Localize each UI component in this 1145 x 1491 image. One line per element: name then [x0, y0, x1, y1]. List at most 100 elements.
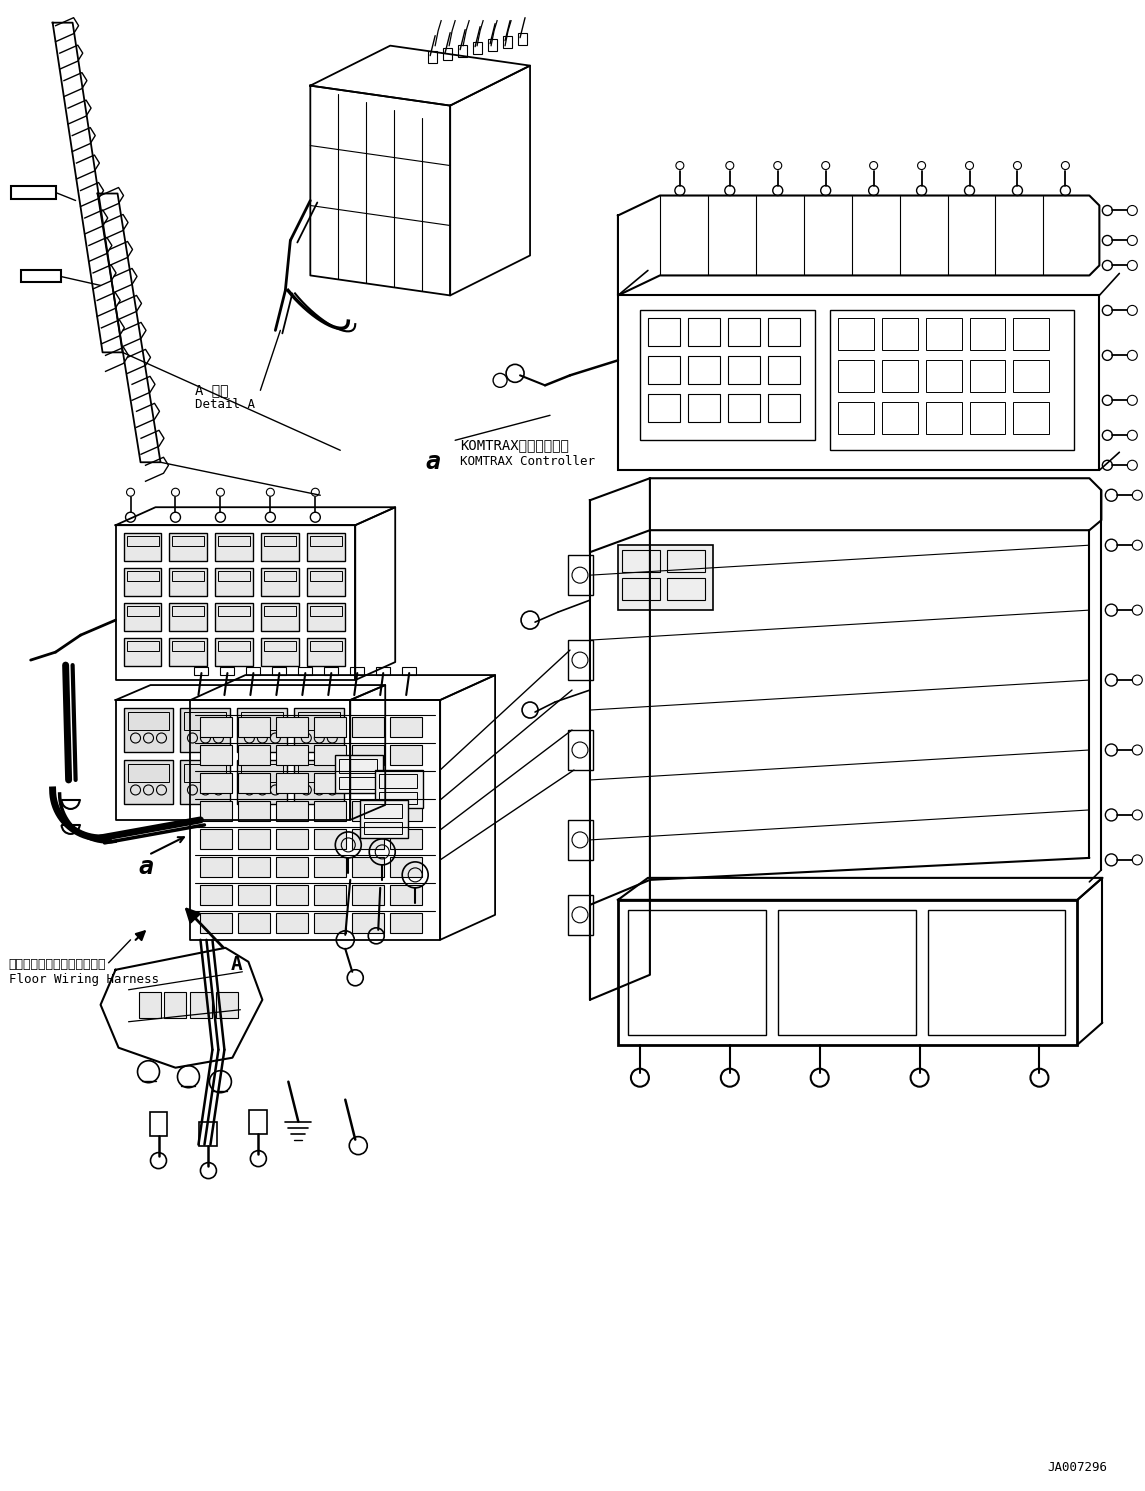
- Bar: [390, 772, 423, 793]
- Bar: [777, 910, 916, 1035]
- Bar: [242, 713, 283, 731]
- Bar: [195, 666, 208, 675]
- Bar: [927, 910, 1065, 1035]
- Bar: [390, 884, 423, 905]
- Bar: [882, 403, 917, 434]
- Bar: [238, 884, 270, 905]
- Bar: [276, 884, 308, 905]
- Bar: [353, 912, 385, 933]
- Bar: [127, 607, 158, 616]
- Text: A: A: [230, 954, 242, 974]
- Bar: [838, 361, 874, 392]
- Bar: [315, 772, 346, 793]
- Bar: [627, 910, 766, 1035]
- Bar: [390, 857, 423, 877]
- Bar: [124, 638, 161, 666]
- Text: a: a: [139, 854, 153, 878]
- Bar: [310, 641, 342, 652]
- Bar: [390, 717, 423, 737]
- Bar: [276, 912, 308, 933]
- Bar: [390, 912, 423, 933]
- Bar: [970, 403, 1005, 434]
- Bar: [640, 310, 815, 440]
- Bar: [276, 746, 308, 765]
- Bar: [200, 884, 232, 905]
- Bar: [1013, 319, 1050, 350]
- Bar: [688, 319, 720, 346]
- Bar: [200, 717, 232, 737]
- Bar: [315, 857, 346, 877]
- Bar: [315, 912, 346, 933]
- Bar: [364, 804, 402, 819]
- Bar: [376, 769, 424, 808]
- Bar: [568, 640, 593, 680]
- Bar: [169, 604, 207, 631]
- Bar: [261, 604, 299, 631]
- Bar: [200, 912, 232, 933]
- Bar: [173, 641, 205, 652]
- Bar: [221, 666, 235, 675]
- Bar: [970, 361, 1005, 392]
- Bar: [568, 895, 593, 935]
- Bar: [1013, 403, 1050, 434]
- Bar: [169, 568, 207, 596]
- Bar: [299, 666, 313, 675]
- Bar: [568, 731, 593, 769]
- Bar: [215, 638, 253, 666]
- Bar: [379, 792, 417, 804]
- Bar: [124, 604, 161, 631]
- Bar: [127, 763, 169, 781]
- Bar: [390, 829, 423, 848]
- Bar: [139, 992, 160, 1018]
- Bar: [315, 884, 346, 905]
- Bar: [618, 295, 1099, 470]
- Bar: [246, 666, 260, 675]
- Bar: [238, 746, 270, 765]
- Bar: [473, 42, 482, 54]
- Bar: [299, 763, 340, 781]
- Bar: [124, 760, 174, 804]
- Bar: [315, 717, 346, 737]
- Bar: [184, 763, 227, 781]
- Bar: [666, 550, 705, 573]
- Bar: [299, 713, 340, 731]
- Bar: [648, 394, 680, 422]
- Bar: [728, 394, 760, 422]
- Bar: [238, 772, 270, 793]
- Bar: [307, 568, 346, 596]
- Bar: [443, 48, 452, 60]
- Bar: [925, 361, 962, 392]
- Bar: [350, 666, 364, 675]
- Bar: [353, 829, 385, 848]
- Bar: [925, 319, 962, 350]
- Bar: [276, 717, 308, 737]
- Bar: [169, 638, 207, 666]
- Bar: [315, 801, 346, 822]
- Bar: [353, 772, 385, 793]
- Bar: [307, 534, 346, 561]
- Bar: [238, 829, 270, 848]
- Bar: [127, 537, 158, 546]
- Bar: [390, 746, 423, 765]
- Bar: [361, 801, 409, 838]
- Bar: [568, 820, 593, 860]
- Text: Detail A: Detail A: [196, 398, 255, 412]
- Bar: [127, 641, 158, 652]
- Bar: [402, 666, 416, 675]
- Bar: [215, 568, 253, 596]
- Bar: [184, 713, 227, 731]
- Bar: [294, 760, 345, 804]
- Bar: [200, 772, 232, 793]
- Bar: [169, 534, 207, 561]
- Bar: [568, 555, 593, 595]
- Bar: [200, 746, 232, 765]
- Bar: [242, 763, 283, 781]
- Bar: [324, 666, 338, 675]
- Bar: [273, 666, 286, 675]
- Bar: [353, 884, 385, 905]
- Bar: [688, 356, 720, 385]
- Bar: [970, 319, 1005, 350]
- Bar: [339, 777, 377, 789]
- Bar: [618, 901, 1077, 1045]
- Bar: [353, 857, 385, 877]
